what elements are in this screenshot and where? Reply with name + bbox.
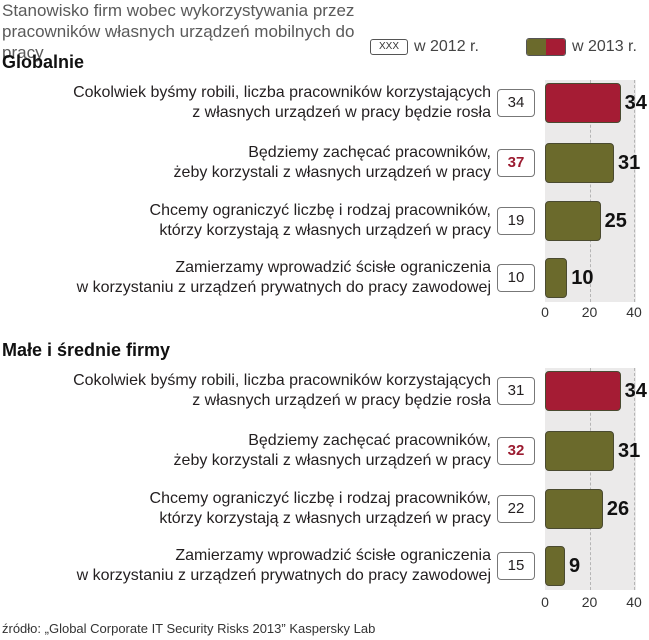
bar-2013 <box>545 143 614 183</box>
category-label-line: którzy korzystają z własnych urządzeń w … <box>159 510 491 527</box>
category-label-line: którzy korzystają z własnych urządzeń w … <box>159 222 491 239</box>
bar-2013 <box>545 371 621 411</box>
gridline <box>589 80 591 302</box>
section-title: Globalnie <box>2 52 85 72</box>
legend-2013-label: w 2013 r. <box>572 38 637 55</box>
legend-swatch-olive <box>527 39 546 55</box>
legend-2013-swatch <box>526 38 566 56</box>
category-label-line: w korzystaniu z urządzeń prywatnych do p… <box>76 567 491 584</box>
gridline <box>634 80 635 302</box>
source-note: źródło: „Global Corporate IT Security Ri… <box>2 621 376 636</box>
x-tick-label: 0 <box>541 594 549 610</box>
category-label: Będziemy zachęcać pracowników, żeby korzy… <box>11 143 491 183</box>
value-2013-label: 34 <box>624 380 647 402</box>
legend-2012-swatch: XXX <box>370 39 408 55</box>
category-label-line: Będziemy zachęcać pracowników, <box>248 144 491 161</box>
value-2013-label: 26 <box>606 498 630 520</box>
section-title: Małe i średnie firmy <box>2 340 171 360</box>
category-label-line: w korzystaniu z urządzeń prywatnych do p… <box>76 279 491 296</box>
category-label: Chcemy ograniczyć liczbę i rodzaj pracow… <box>11 201 491 241</box>
value-2012-box: 15 <box>497 552 535 580</box>
x-tick-label: 20 <box>581 594 598 610</box>
category-label-line: Będziemy zachęcać pracowników, <box>248 432 491 449</box>
x-tick-label: 20 <box>581 304 598 320</box>
value-2012-box: 10 <box>497 264 535 292</box>
category-label-line: Cokolwiek byśmy robili, liczba pracownik… <box>73 372 491 389</box>
bar-2013 <box>545 431 614 471</box>
x-tick-label: 40 <box>626 594 642 610</box>
legend-swatch-red <box>546 39 565 55</box>
value-2012-box: 22 <box>497 495 535 523</box>
category-label-line: żeby korzystali z własnych urządzeń w pr… <box>173 164 491 181</box>
category-label: Zamierzamy wprowadzić ścisłe ograniczeni… <box>11 546 491 586</box>
x-tick-label: 0 <box>541 304 549 320</box>
category-label-line: żeby korzystali z własnych urządzeń w pr… <box>173 452 491 469</box>
value-2012-box: 19 <box>497 207 535 235</box>
value-2013-label: 25 <box>604 210 627 232</box>
value-2013-label: 31 <box>617 152 641 174</box>
category-label: Będziemy zachęcać pracowników, żeby korzy… <box>11 431 491 471</box>
value-2012-box: 34 <box>497 89 535 117</box>
value-2012-box: 31 <box>497 377 535 405</box>
value-2012-box: 32 <box>497 437 535 465</box>
value-2013-label: 10 <box>571 267 594 289</box>
bar-2013 <box>545 201 601 241</box>
category-label: Chcemy ograniczyć liczbę i rodzaj pracow… <box>11 489 491 529</box>
category-label: Zamierzamy wprowadzić ścisłe ograniczeni… <box>11 258 491 298</box>
gridline <box>634 368 635 590</box>
legend-2012: XXX w 2012 r. <box>370 38 479 58</box>
category-label-line: Cokolwiek byśmy robili, liczba pracownik… <box>73 84 491 101</box>
legend-2013: w 2013 r. <box>526 38 637 58</box>
value-2012-box: 37 <box>497 149 535 177</box>
chart-title: Stanowisko firm wobec wykorzystywania pr… <box>2 1 355 62</box>
category-label: Cokolwiek byśmy robili, liczba pracownik… <box>11 371 491 411</box>
bar-2013 <box>545 546 566 586</box>
value-2013-label: 34 <box>624 92 647 114</box>
category-label-line: Chcemy ograniczyć liczbę i rodzaj pracow… <box>149 202 491 219</box>
value-2013-label: 31 <box>617 440 641 462</box>
category-label-line: Zamierzamy wprowadzić ścisłe ograniczeni… <box>175 259 491 276</box>
category-label-line: Zamierzamy wprowadzić ścisłe ograniczeni… <box>175 547 491 564</box>
category-label: Cokolwiek byśmy robili, liczba pracownik… <box>11 83 491 123</box>
bar-2013 <box>545 258 568 298</box>
legend-2012-label: w 2012 r. <box>414 38 479 55</box>
x-tick-label: 40 <box>626 304 642 320</box>
value-2013-label: 9 <box>569 555 581 577</box>
category-label-line: z własnych urządzeń w pracy będzie rosła <box>192 104 491 121</box>
bar-2013 <box>545 489 603 529</box>
bar-2013 <box>545 83 621 123</box>
category-label-line: z własnych urządzeń w pracy będzie rosła <box>192 392 491 409</box>
category-label-line: Chcemy ograniczyć liczbę i rodzaj pracow… <box>149 490 491 507</box>
gridline <box>589 368 591 590</box>
